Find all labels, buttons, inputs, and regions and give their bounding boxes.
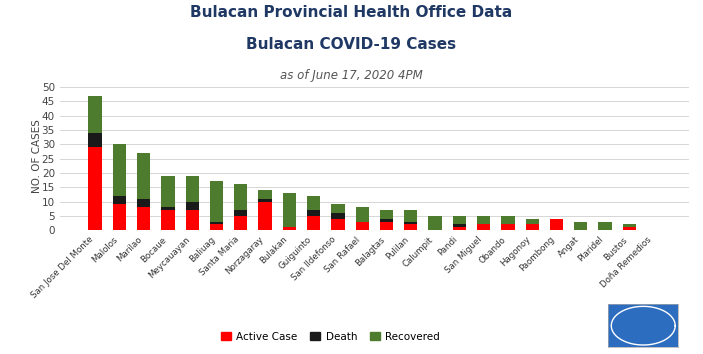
Bar bbox=[380, 210, 393, 219]
Bar bbox=[428, 216, 441, 230]
Bar bbox=[307, 210, 321, 216]
Bar bbox=[623, 224, 636, 227]
Bar bbox=[380, 222, 393, 230]
Bar bbox=[234, 184, 247, 210]
Bar bbox=[259, 199, 272, 201]
Bar bbox=[137, 199, 150, 207]
Bar bbox=[331, 219, 344, 230]
Bar bbox=[356, 207, 369, 222]
Bar bbox=[356, 222, 369, 230]
Bar bbox=[283, 193, 296, 227]
Bar bbox=[526, 219, 539, 224]
Bar bbox=[112, 144, 126, 196]
Bar bbox=[137, 207, 150, 230]
Bar bbox=[259, 201, 272, 230]
Bar bbox=[89, 147, 102, 230]
Bar bbox=[112, 196, 126, 204]
Legend: Active Case, Death, Recovered: Active Case, Death, Recovered bbox=[217, 327, 444, 346]
Bar bbox=[234, 216, 247, 230]
Bar bbox=[453, 227, 466, 230]
Bar bbox=[404, 210, 418, 222]
Bar bbox=[404, 224, 418, 230]
Y-axis label: NO. OF CASES: NO. OF CASES bbox=[32, 119, 42, 193]
Bar bbox=[209, 182, 223, 222]
Bar bbox=[501, 216, 515, 224]
Bar bbox=[186, 210, 199, 230]
Text: as of June 17, 2020 4PM: as of June 17, 2020 4PM bbox=[280, 69, 423, 82]
Bar bbox=[259, 190, 272, 199]
Bar bbox=[550, 219, 563, 230]
Bar bbox=[404, 222, 418, 224]
Text: Bulacan COVID-19 Cases: Bulacan COVID-19 Cases bbox=[247, 37, 456, 52]
Bar bbox=[453, 216, 466, 224]
Bar bbox=[453, 224, 466, 227]
Bar bbox=[283, 227, 296, 230]
Bar bbox=[89, 96, 102, 133]
Bar bbox=[331, 213, 344, 219]
Text: Bulacan Provincial Health Office Data: Bulacan Provincial Health Office Data bbox=[191, 5, 512, 20]
Bar bbox=[477, 224, 490, 230]
Bar bbox=[574, 222, 588, 230]
Bar bbox=[307, 196, 321, 210]
Bar bbox=[161, 176, 174, 207]
Bar bbox=[331, 204, 344, 213]
Bar bbox=[209, 222, 223, 224]
Bar bbox=[112, 204, 126, 230]
Bar bbox=[137, 153, 150, 199]
Bar bbox=[307, 216, 321, 230]
Bar bbox=[161, 207, 174, 210]
Bar bbox=[623, 227, 636, 230]
Bar bbox=[598, 222, 612, 230]
Bar bbox=[89, 133, 102, 147]
Bar bbox=[161, 210, 174, 230]
Bar bbox=[186, 201, 199, 210]
Bar bbox=[380, 219, 393, 222]
Bar bbox=[501, 224, 515, 230]
Bar bbox=[209, 224, 223, 230]
Bar bbox=[234, 210, 247, 216]
Bar bbox=[477, 216, 490, 224]
Bar bbox=[526, 224, 539, 230]
Bar bbox=[186, 176, 199, 201]
